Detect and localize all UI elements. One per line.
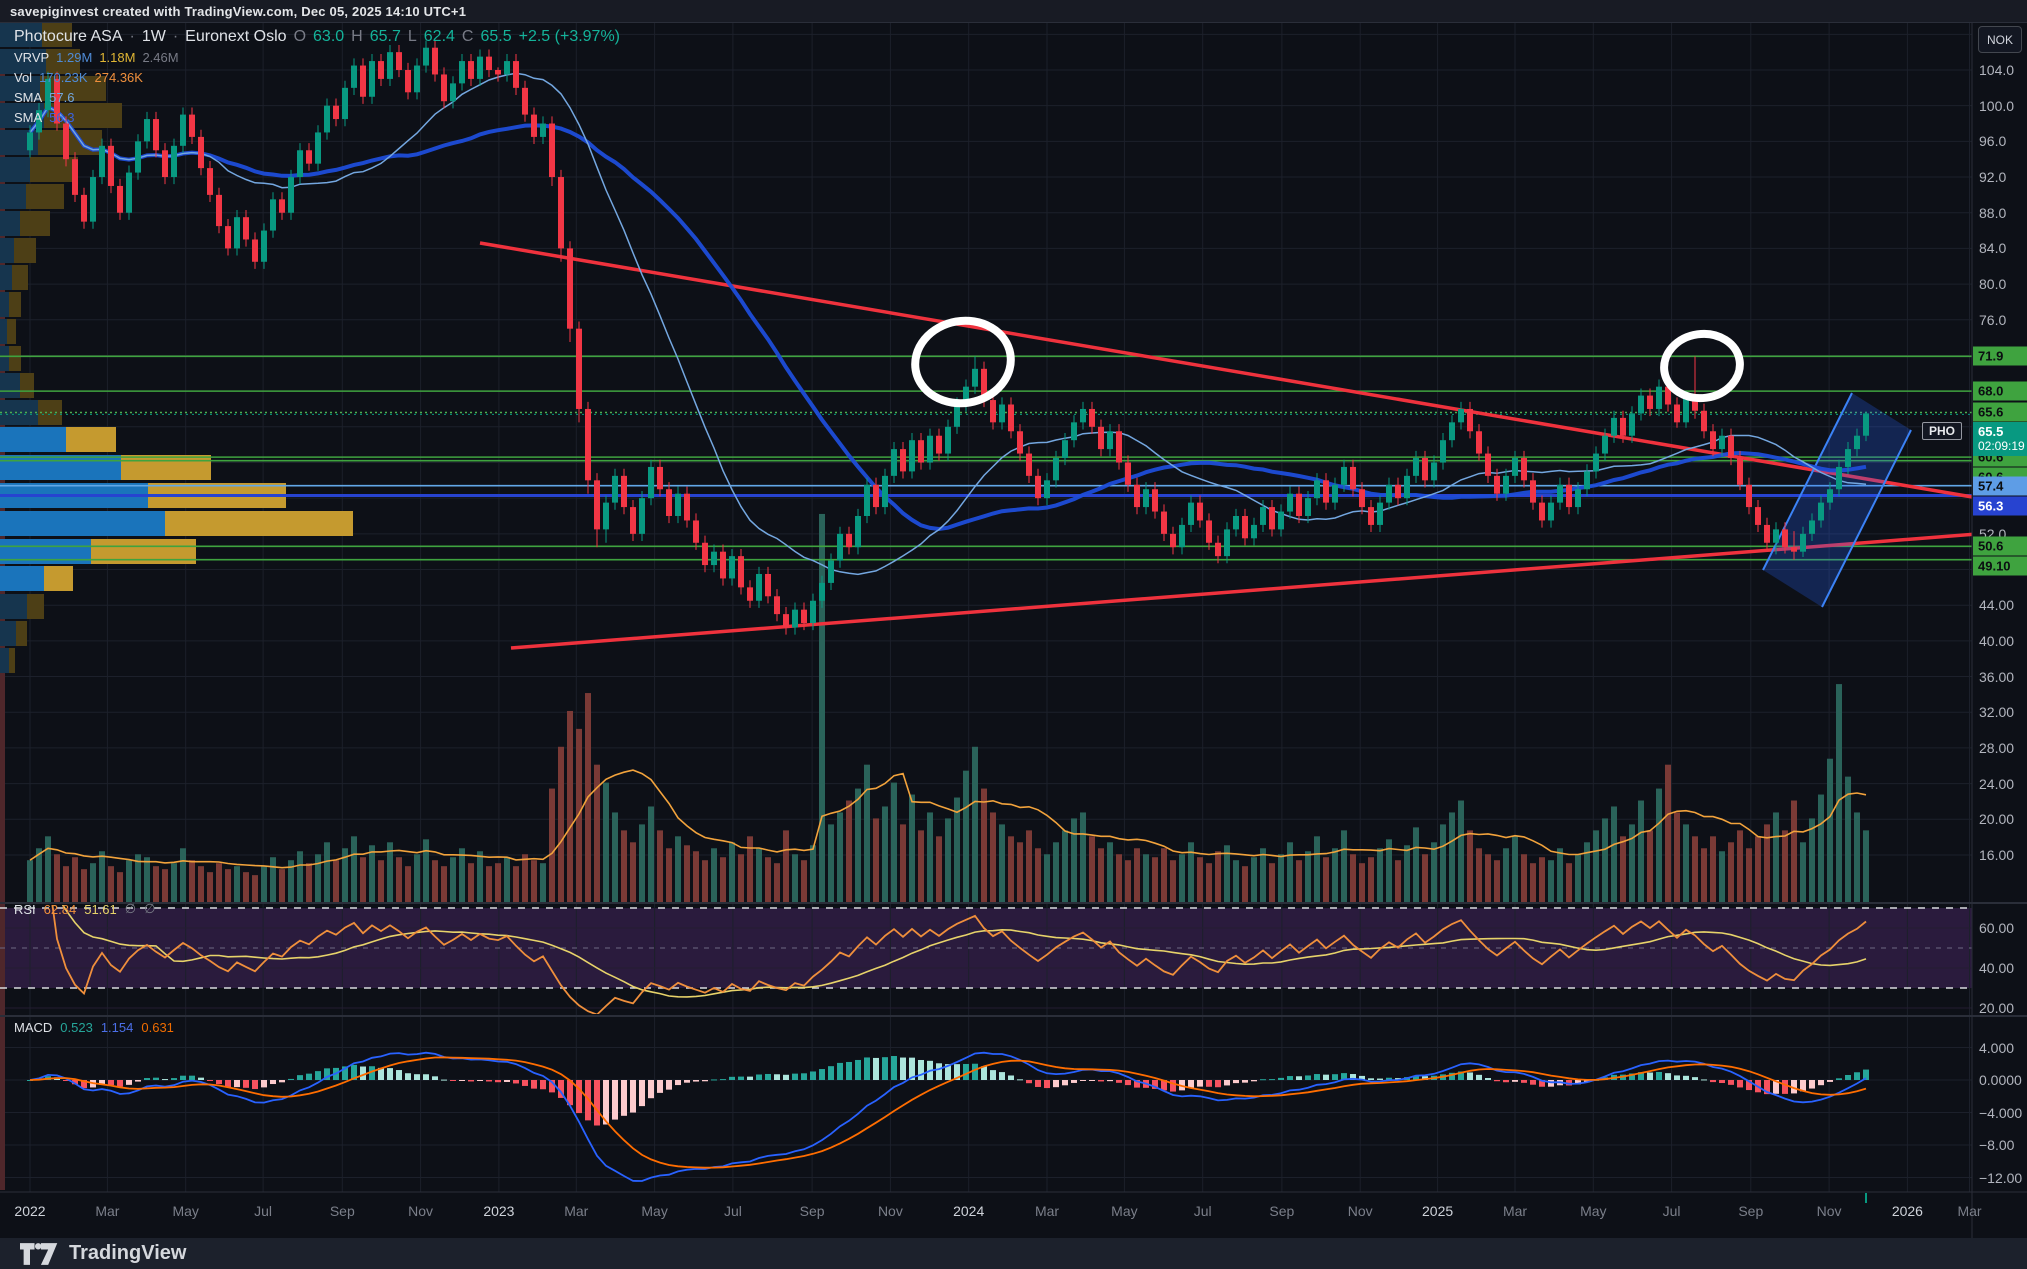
exchange-label: Euronext Oslo <box>185 28 287 45</box>
macd-axis-label: 4.000 <box>1979 1039 2015 1056</box>
time-tick-year: 2026 <box>1891 1203 1923 1219</box>
low-value: 62.4 <box>423 28 455 45</box>
watermark-text: savepiginvest created with TradingView.c… <box>10 3 467 19</box>
change-value: +2.5 (+3.97%) <box>518 28 621 45</box>
interval-label[interactable]: 1W <box>141 28 166 45</box>
time-tick-month: Mar <box>95 1203 120 1219</box>
volume-legend-row[interactable]: Vol 170.23K 274.36K <box>14 70 143 85</box>
time-tick-month: Sep <box>1269 1203 1295 1219</box>
time-tick-month: May <box>172 1203 199 1219</box>
open-value: 63.0 <box>313 28 345 45</box>
price-line-badge: 56.3 <box>1973 496 2027 516</box>
time-tick-year: 2023 <box>483 1203 515 1219</box>
high-value: 65.7 <box>369 28 401 45</box>
price-line-badge: 49.10 <box>1973 556 2027 576</box>
price-axis-label: 16.00 <box>1979 846 2015 863</box>
symbol-legend-row[interactable]: Photocure ASA · 1W · Euronext Oslo O 63.… <box>14 28 621 45</box>
time-tick-month: Jul <box>254 1203 273 1219</box>
time-tick-month: Nov <box>1816 1203 1842 1219</box>
price-axis-label: 44.00 <box>1979 597 2015 614</box>
time-tick-month: Jul <box>1193 1203 1212 1219</box>
price-axis-label: 92.0 <box>1979 169 2007 186</box>
price-axis-label: 104.0 <box>1979 62 2015 78</box>
sma-slow-legend-row[interactable]: SMA 56.3 <box>14 110 75 125</box>
price-axis-label: 40.00 <box>1979 632 2015 649</box>
price-axis-label: 28.00 <box>1979 739 2015 756</box>
time-tick-month: May <box>1580 1203 1607 1219</box>
vrvp-legend-row[interactable]: VRVP 1.29M 1.18M 2.46M <box>14 50 179 65</box>
symbol-price-label: PHO <box>1922 422 1963 440</box>
price-line-badge: 57.4 <box>1973 476 2027 496</box>
time-tick-month: Mar <box>1034 1203 1060 1219</box>
price-axis-label: 80.0 <box>1979 276 2007 293</box>
price-axis-label: 20.00 <box>1979 811 2015 828</box>
footer-bar: TradingView <box>0 1238 2027 1269</box>
price-axis-label: 32.00 <box>1979 704 2015 721</box>
price-line-badge: 68.0 <box>1973 381 2027 401</box>
time-tick-month: Mar <box>1957 1203 1982 1219</box>
watermark-bar: savepiginvest created with TradingView.c… <box>0 0 2027 23</box>
price-line-badge: 65.6 <box>1973 402 2027 422</box>
price-line-badge: 50.6 <box>1973 536 2027 556</box>
macd-axis-label: −8.00 <box>1979 1137 2015 1153</box>
time-tick-month: Sep <box>799 1203 825 1219</box>
time-tick-year: 2025 <box>1422 1203 1454 1219</box>
tradingview-logo[interactable]: TradingView <box>20 1241 186 1267</box>
symbol-name[interactable]: Photocure ASA <box>14 28 123 45</box>
price-axis-label: 96.0 <box>1979 133 2007 150</box>
tradingview-logo-text: TradingView <box>69 1242 187 1264</box>
time-tick-month: Mar <box>564 1203 589 1219</box>
close-value: 65.5 <box>480 28 512 45</box>
time-tick-month: Jul <box>723 1203 742 1219</box>
rsi-axis-label: 60.00 <box>1979 920 2015 936</box>
time-tick-month: Nov <box>877 1203 903 1219</box>
price-axis-label: 100.0 <box>1979 97 2015 114</box>
last-price-badge: 65.5 02:09:19 <box>1973 422 2027 456</box>
sma-fast-legend-row[interactable]: SMA 57.6 <box>14 90 75 105</box>
price-axis-label: 24.00 <box>1979 775 2015 792</box>
time-tick-year: 2022 <box>14 1203 46 1219</box>
time-tick-month: May <box>641 1203 668 1219</box>
currency-button[interactable]: NOK <box>1978 26 2022 53</box>
bar-countdown: 02:09:19 <box>1978 439 2025 453</box>
macd-axis-label: −12.00 <box>1979 1169 2023 1186</box>
rsi-legend-row[interactable]: RSI 62.84 51.61 ∅ ∅ <box>14 901 156 917</box>
rsi-axis-label: 20.00 <box>1979 1000 2015 1016</box>
time-tick-month: May <box>1111 1203 1138 1219</box>
time-tick-year: 2024 <box>953 1203 985 1219</box>
time-tick-month: Nov <box>408 1203 434 1219</box>
macd-axis-label: −4.000 <box>1979 1104 2023 1121</box>
price-axis-label: 36.00 <box>1979 668 2015 685</box>
price-axis-label: 88.0 <box>1979 204 2007 221</box>
macd-legend-row[interactable]: MACD 0.523 1.154 0.631 <box>14 1020 174 1035</box>
price-axis-label: 76.0 <box>1979 311 2007 328</box>
last-price-value: 65.5 <box>1978 424 2004 439</box>
rsi-axis-label: 40.00 <box>1979 960 2015 976</box>
time-tick-month: Sep <box>329 1203 355 1219</box>
time-tick-month: Sep <box>1738 1203 1764 1219</box>
tradingview-logo-icon <box>20 1242 58 1265</box>
price-line-badge: 71.9 <box>1973 346 2027 366</box>
time-tick-month: Jul <box>1662 1203 1681 1219</box>
chart-legend: Photocure ASA · 1W · Euronext Oslo O 63.… <box>14 26 620 128</box>
time-tick-month: Nov <box>1347 1203 1373 1219</box>
time-tick-month: Mar <box>1502 1203 1528 1219</box>
price-axis-label: 84.0 <box>1979 240 2007 257</box>
macd-axis-label: 0.0000 <box>1979 1072 2022 1088</box>
